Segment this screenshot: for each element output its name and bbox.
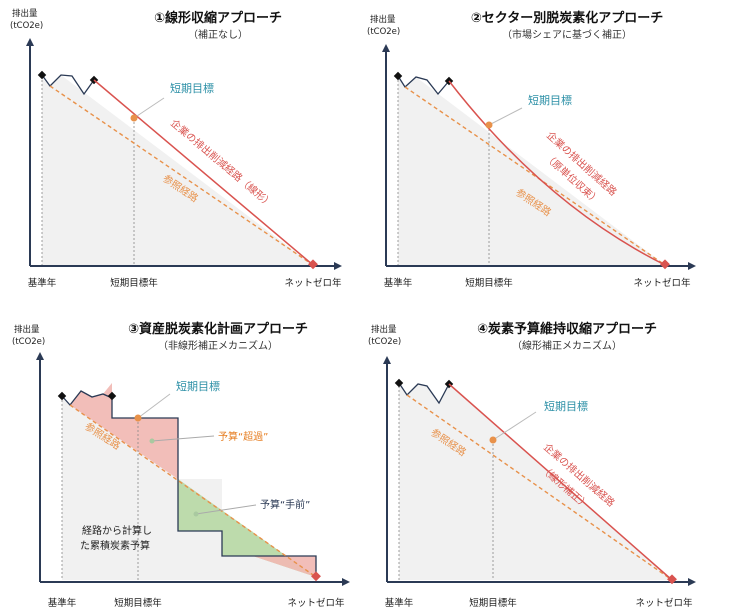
panel-3-title: ③資産脱炭素化計画アプローチ xyxy=(128,321,308,337)
panel-2-subtitle: （市場シェアに基づく補正） xyxy=(502,28,632,41)
panel-2-callout-line xyxy=(488,107,523,126)
panel-4-short-term-label: 短期目標 xyxy=(544,399,588,413)
panel-1-x-short: 短期目標年 xyxy=(110,277,158,289)
panel-4-short-target-point xyxy=(489,436,497,444)
panel-4-netzero-marker xyxy=(667,574,677,585)
panel-3-x-netzero: ネットゼロ年 xyxy=(287,597,345,609)
panel-2-short-term-label: 短期目標 xyxy=(528,93,572,107)
panel-4-y-unit: 排出量 xyxy=(371,324,397,335)
panel-3-stepped-asset-path xyxy=(111,398,317,577)
panel-3-base-marker xyxy=(57,391,67,401)
panel-2-historical-emissions xyxy=(397,75,450,96)
panel-2-company-path xyxy=(448,80,666,266)
panel-1-base-marker xyxy=(37,70,47,80)
panel-3-callout-line xyxy=(137,393,171,419)
panel-4-callout-line xyxy=(492,411,537,441)
panel-1-linear: ①線形収縮アプローチ （補正なし） 排出量 (tCO2e) 短期目標 企業の排出… xyxy=(10,8,342,289)
panel-1-historical-emissions xyxy=(41,74,95,96)
panel-2-budget-area xyxy=(398,76,665,265)
panel-4-x-base: 基準年 xyxy=(385,597,414,609)
panel-3-overshoot-callout xyxy=(151,435,215,442)
panel-2-sectoral: ②セクター別脱炭素化アプローチ （市場シェアに基づく補正） 排出量 (tCO2e… xyxy=(367,10,696,289)
panel-3-latest-marker xyxy=(107,391,117,401)
panel-3-reference-path xyxy=(69,404,317,578)
panel-1-callout-line xyxy=(133,97,165,119)
panel-1-y-unit-2: (tCO2e) xyxy=(10,21,43,31)
panel-2-x-netzero: ネットゼロ年 xyxy=(633,277,691,289)
panel-3-subtitle: （非線形補正メカニズム） xyxy=(158,339,278,352)
panel-3-underrun-point xyxy=(193,511,199,517)
panel-3-budget-label-2: た累積炭素予算 xyxy=(80,539,150,552)
panel-1-subtitle: （補正なし） xyxy=(188,28,248,41)
panel-1-x-base: 基準年 xyxy=(28,277,57,289)
panel-1-short-term-label: 短期目標 xyxy=(170,81,214,95)
panel-4-title: ④炭素予算維持収縮アプローチ xyxy=(477,321,657,337)
panel-3-short-term-label: 短期目標 xyxy=(176,379,220,393)
panel-2-short-target-point xyxy=(485,121,493,129)
panel-2-title: ②セクター別脱炭素化アプローチ xyxy=(471,10,664,26)
panel-4-budget-area xyxy=(399,383,672,580)
panel-1-budget-area xyxy=(42,75,313,265)
panel-1-x-netzero: ネットゼロ年 xyxy=(284,277,342,289)
panel-3-overshoot-label: 予算“超過” xyxy=(218,430,268,443)
panel-1-title: ①線形収縮アプローチ xyxy=(154,10,282,26)
panel-3-budget-label: 経路から計算し xyxy=(82,524,152,537)
panel-2-x-short: 短期目標年 xyxy=(465,277,513,289)
panel-3-underrun-callout xyxy=(195,504,257,515)
panel-1-netzero-marker xyxy=(308,259,318,270)
panel-2-y-unit-2: (tCO2e) xyxy=(367,27,400,37)
panel-4-historical-emissions xyxy=(398,382,450,405)
panel-3-underrun-label: 予算“手前” xyxy=(260,498,310,511)
panel-3-asset: ③資産脱炭素化計画アプローチ （非線形補正メカニズム） 排出量 (tCO2e) … xyxy=(12,321,350,609)
panel-3-underrun-area-2 xyxy=(178,479,316,577)
panel-3-y-unit-2: (tCO2e) xyxy=(12,337,45,347)
panel-2-base-marker xyxy=(393,71,403,81)
panel-3-y-unit: 排出量 xyxy=(14,324,40,335)
panel-4-y-unit-2: (tCO2e) xyxy=(368,337,401,347)
panel-3-short-target-point xyxy=(134,414,142,422)
panel-4-x-netzero: ネットゼロ年 xyxy=(635,597,693,609)
panel-4-reference-path xyxy=(406,394,673,581)
panel-3-x-base: 基準年 xyxy=(48,597,77,609)
panel-2-reference-path xyxy=(404,86,666,266)
panel-3-overshoot-point xyxy=(149,438,155,444)
panel-3-historical-emissions xyxy=(61,390,113,407)
panel-1-company-path xyxy=(93,79,314,266)
panel-4-base-marker xyxy=(394,378,404,388)
panel-4-subtitle: （線形補正メカニズム） xyxy=(512,339,622,352)
panel-4-x-short: 短期目標年 xyxy=(469,597,517,609)
panel-2-x-base: 基準年 xyxy=(384,277,413,289)
panel-1-y-unit: 排出量 xyxy=(12,8,38,19)
panel-3-x-short: 短期目標年 xyxy=(114,597,162,609)
panel-1-short-target-point xyxy=(130,114,138,122)
panel-3-final-overshoot-area xyxy=(253,556,316,577)
panel-4-company-path xyxy=(448,383,673,581)
panel-4-budget-retaining: ④炭素予算維持収縮アプローチ （線形補正メカニズム） 排出量 (tCO2e) 短… xyxy=(368,321,696,609)
panel-3-overshoot-area xyxy=(70,383,178,479)
panel-2-y-unit: 排出量 xyxy=(370,14,396,25)
panel-2-netzero-marker xyxy=(660,259,670,270)
